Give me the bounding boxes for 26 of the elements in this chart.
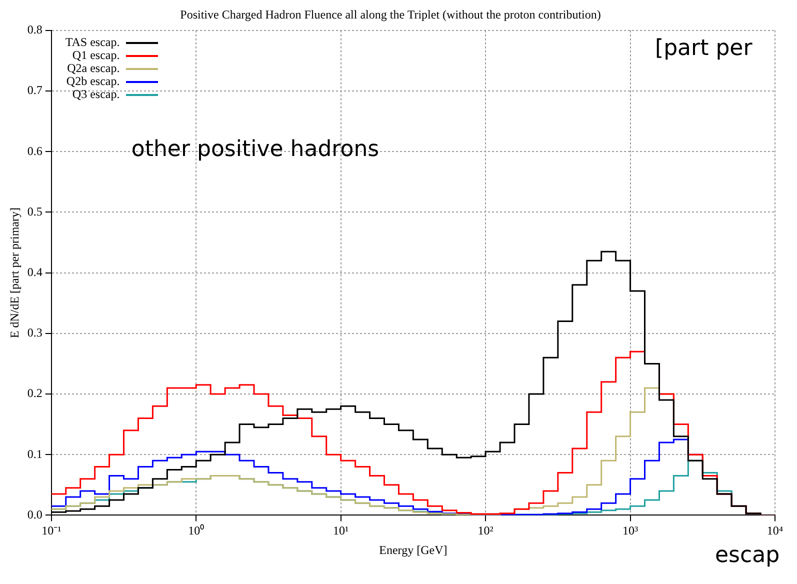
x-tick-label: 10⁰ [188,524,204,538]
legend-label: Q2a escap. [67,61,120,76]
x-tick-label: 10³ [622,524,638,538]
y-tick-label: 0.6 [27,144,42,158]
y-axis-title: E dN/dE [part per primary] [7,207,22,338]
y-tick-label: 0.2 [27,386,42,400]
legend-label: Q3 escap. [72,87,120,102]
legend-label: Q1 escap. [72,48,120,62]
legend-label: TAS escap. [65,35,120,50]
chart-title: Positive Charged Hadron Fluence all along the Triplet (without the proton contribution) [180,7,601,22]
legend-label: Q2b escap. [66,74,120,88]
x-tick-label: 10⁻¹ [42,524,62,538]
x-tick-label: 10² [478,524,494,538]
text: escap [715,543,780,568]
y-tick-label: 0.4 [27,264,42,279]
y-tick-label: 0.0 [27,507,42,522]
y-tick-label: 0.8 [27,22,42,37]
y-tick-label: 0.7 [27,83,42,98]
annotation: other positive hadrons [131,137,380,162]
x-tick-label: 10⁴ [766,524,784,538]
y-tick-label: 0.3 [27,326,42,340]
x-tick-label: 10¹ [333,524,350,538]
y-tick-label: 0.1 [27,446,42,461]
x-axis-title: Energy [GeV] [379,542,448,557]
y-tick-label: 0.5 [27,204,42,218]
annotation: [part per [655,36,752,62]
